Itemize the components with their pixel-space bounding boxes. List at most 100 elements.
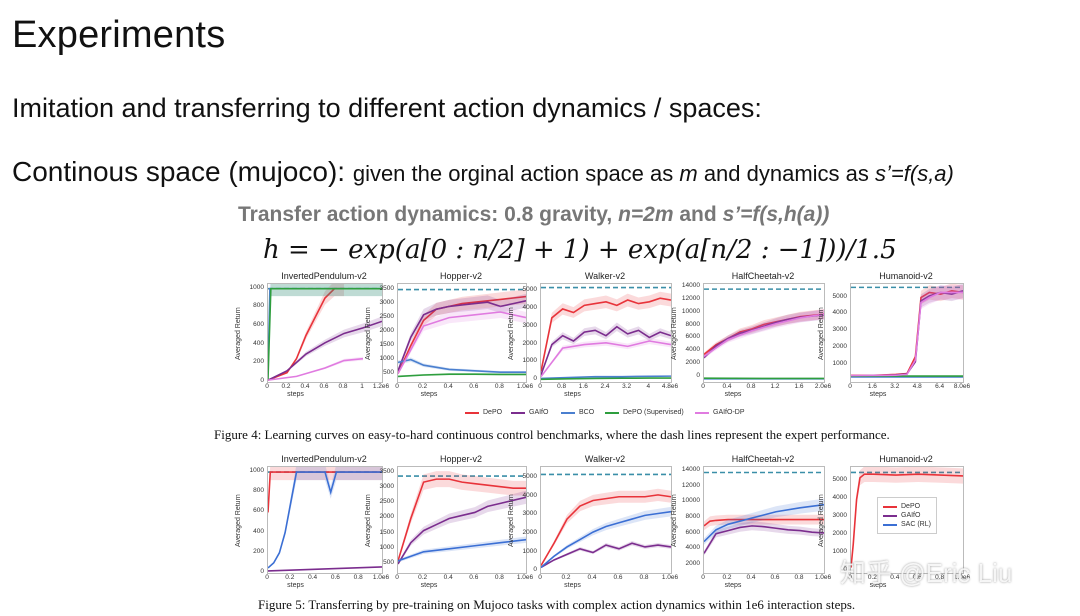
plot-area — [703, 466, 825, 574]
series-line — [268, 287, 382, 380]
legend-swatch — [883, 505, 897, 508]
subtitle-b: n=2m — [618, 203, 674, 226]
y-tick-label: 2000 — [522, 339, 537, 347]
x-tick-label: 2.4 — [600, 383, 610, 390]
y-tick-label: 2000 — [522, 528, 537, 536]
x-tick-label: 0.2 — [418, 574, 428, 581]
series-band — [541, 488, 671, 567]
x-tick-label: 0 — [538, 574, 542, 581]
x-tick-label: 0.8 — [794, 574, 804, 581]
y-tick-label: 4000 — [522, 303, 537, 311]
chart-title: InvertedPendulum-v2 — [281, 454, 367, 464]
x-tick-label: 8.0e6 — [953, 383, 971, 390]
series-line — [704, 313, 824, 358]
y-tick-label: 400 — [253, 527, 264, 535]
legend-label: BCO — [579, 409, 595, 416]
x-tick-label: 4.8 — [912, 383, 922, 390]
y-axis-label: Averaged Return — [671, 307, 678, 360]
x-tick-label: 0.2 — [285, 574, 295, 581]
series-line — [268, 471, 382, 513]
plot-area — [397, 466, 527, 574]
series-line — [541, 340, 671, 378]
x-tick-label: 3.2 — [890, 383, 900, 390]
chart-title: Hopper-v2 — [439, 271, 483, 281]
x-tick-label: 0.8 — [494, 574, 504, 581]
x-tick-label: 1.0e6 — [516, 383, 534, 390]
series-band — [268, 467, 382, 569]
series-band — [541, 291, 671, 373]
x-tick-label: 0.8 — [494, 383, 504, 390]
x-tick-label: 4 — [646, 383, 651, 390]
x-tick-label: 0.2 — [722, 574, 732, 581]
chart-title: Humanoid-v2 — [879, 271, 933, 281]
legend-item: DePO — [883, 503, 931, 510]
series-band — [851, 285, 963, 377]
plot-area — [850, 466, 964, 574]
x-tick-label: 0.6 — [469, 574, 479, 581]
plot-svg — [704, 471, 824, 556]
x-tick-label: 1.6 — [794, 383, 804, 390]
y-tick-label: 1000 — [832, 548, 847, 556]
x-tick-label: 0.6 — [912, 574, 922, 581]
y-tick-label: 3000 — [832, 326, 847, 334]
x-axis-label: steps — [564, 391, 581, 398]
x-tick-label: 0.2 — [281, 383, 291, 390]
plot-area — [850, 283, 964, 383]
x-axis-label: steps — [420, 391, 438, 398]
y-tick-label: 600 — [253, 321, 264, 328]
plot-svg — [268, 284, 382, 381]
y-tick-label: 2000 — [832, 343, 847, 351]
legend-item: GAIfO — [511, 409, 548, 416]
y-tick-label: 1000 — [379, 543, 394, 551]
y-tick-label: 14000 — [681, 465, 700, 473]
series-line — [851, 289, 963, 377]
y-tick-label: 2000 — [379, 326, 394, 334]
plot-svg — [541, 473, 671, 569]
x-tick-label: 0.4 — [443, 574, 453, 581]
x-tick-label: 0 — [701, 383, 705, 390]
y-tick-label: 0 — [696, 371, 700, 379]
x-tick-label: 1.6 — [578, 383, 588, 390]
y-tick-label: 4000 — [685, 346, 700, 354]
y-axis-label: Averaged Return — [818, 494, 825, 547]
y-tick-label: 3000 — [379, 298, 394, 306]
x-tick-label: 0 — [395, 383, 399, 390]
line2-m: m — [679, 161, 698, 186]
y-tick-label: 500 — [383, 368, 394, 376]
y-tick-label: 4000 — [832, 309, 847, 317]
x-tick-label: 0.4 — [587, 574, 597, 581]
x-tick-label: 0.2 — [867, 574, 877, 581]
series-band — [704, 498, 824, 545]
series-line — [268, 566, 382, 572]
series-line — [541, 297, 671, 372]
series-line — [704, 503, 824, 543]
y-tick-label: 5000 — [522, 473, 537, 481]
legend-item: SAC (RL) — [883, 521, 931, 528]
chart-title: HalfCheetah-v2 — [731, 454, 795, 464]
chart-title: Walker-v2 — [584, 454, 626, 464]
x-tick-label: 1.0e6 — [814, 574, 832, 581]
y-tick-label: 1000 — [379, 354, 394, 362]
series-line — [398, 373, 526, 378]
fig5-legend: DePO GAIfO SAC (RL) — [877, 497, 937, 534]
series-line — [398, 538, 526, 562]
fig5-caption: Figure 5: Transferring by pre-training o… — [258, 597, 856, 612]
chart-title: Walker-v2 — [584, 271, 626, 281]
x-tick-label: 0.4 — [890, 574, 900, 581]
legend-swatch — [605, 411, 619, 414]
y-tick-label: 200 — [253, 358, 264, 366]
series-line — [398, 295, 526, 374]
y-tick-label: 2000 — [685, 359, 700, 367]
x-axis-label: steps — [724, 391, 742, 398]
x-tick-label: 0.8 — [639, 574, 649, 581]
line2-a: given the orginal action space as — [352, 161, 680, 186]
x-tick-label: 0.6 — [770, 574, 780, 581]
y-axis-label: Averaged Return — [508, 494, 515, 547]
line2-main: Continous space (mujoco): — [12, 156, 353, 187]
chart-title: InvertedPendulum-v2 — [281, 271, 367, 281]
y-tick-label: 12000 — [681, 481, 700, 489]
subtitle-d: s’=f(s,h(a)) — [722, 203, 830, 226]
y-tick-label: 0 — [533, 375, 537, 383]
slide-line-2: Continous space (mujoco): given the orgi… — [12, 156, 954, 188]
y-tick-label: 800 — [253, 487, 264, 495]
